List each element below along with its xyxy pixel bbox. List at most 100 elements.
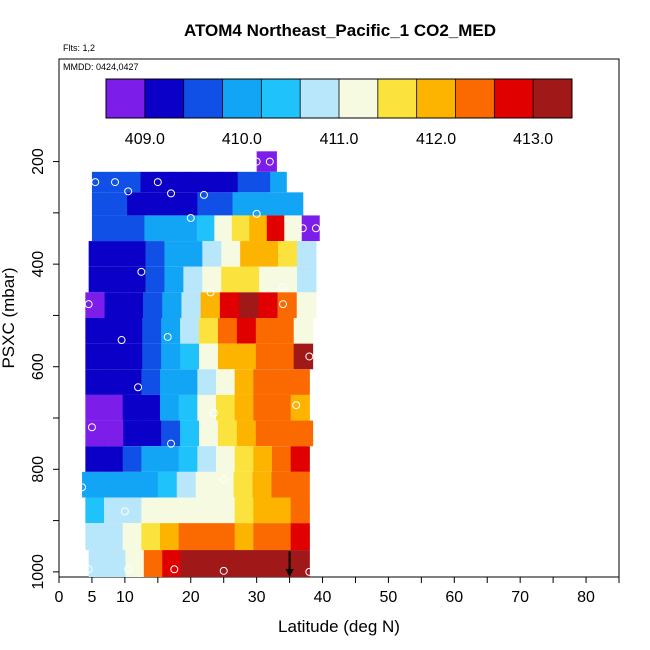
heatmap-cell (141, 497, 161, 524)
heatmap-cell (234, 394, 254, 421)
heatmap-cell (197, 394, 217, 421)
heatmap-cell (82, 471, 102, 498)
heatmap-cell (123, 420, 143, 447)
heatmap-cell (104, 523, 124, 551)
heatmap-cell (178, 497, 198, 524)
y-tick-label: 200 (30, 148, 47, 175)
heatmap-cell (161, 215, 180, 242)
heatmap-cell (202, 241, 222, 267)
heatmap-cell (293, 343, 314, 370)
sample-point (265, 157, 274, 166)
heatmap-cell (274, 318, 295, 344)
heatmap-cell (122, 523, 142, 551)
heatmap-cell (197, 369, 217, 395)
x-tick-label: 70 (511, 589, 529, 606)
heatmap-cell (122, 394, 142, 421)
heatmap-cell (161, 318, 181, 344)
x-tick-label: 0 (55, 589, 64, 606)
heatmap-cell (278, 266, 298, 293)
heatmap-cell (270, 171, 287, 193)
colorbar-tick-label: 412.0 (416, 131, 456, 148)
heatmap-cell (189, 171, 206, 193)
heatmap-cell (277, 292, 298, 318)
heatmap-cell (141, 369, 161, 395)
sample-point (91, 178, 100, 187)
heatmap-cell (199, 420, 219, 447)
heatmap-cell (216, 394, 236, 421)
x-axis-label: Latitude (deg N) (278, 617, 400, 636)
heatmap-cell (254, 550, 274, 577)
heatmap-cell (125, 550, 145, 577)
sample-point (84, 300, 93, 309)
heatmap-cell (290, 497, 310, 524)
heatmap-cell (179, 215, 198, 242)
x-axis: 0 5 10 20 30 40 50 60 70 80 (55, 577, 620, 606)
heatmap-cell (85, 523, 105, 551)
y-axis-label: PSXC (mbar) (0, 267, 18, 368)
heatmap-cell (252, 471, 272, 498)
heatmap-cell (178, 394, 198, 421)
heatmap-cell (255, 343, 276, 370)
heatmap-cell (104, 420, 124, 447)
heatmap-cell (290, 369, 310, 395)
heatmap-cell (85, 394, 105, 421)
heatmap-cell (239, 292, 259, 318)
heatmap-cell (160, 523, 180, 551)
heatmap-cell (195, 471, 216, 498)
sample-point (209, 408, 218, 417)
colorbar-swatch (494, 79, 534, 118)
heatmap-cell (196, 215, 215, 242)
heatmap-cell (236, 420, 257, 447)
heatmap-cell (271, 471, 291, 498)
heatmap-cell (157, 471, 178, 498)
heatmap-cell (178, 446, 198, 472)
heatmap-cell (107, 241, 128, 267)
heatmap-cell (180, 343, 200, 370)
heatmap-cell (156, 171, 174, 193)
sample-point (279, 283, 287, 292)
colorbar-swatch (533, 79, 573, 118)
heatmap-cell (104, 446, 124, 472)
colorbar-swatch (339, 79, 379, 118)
heatmap-cell (253, 369, 273, 395)
x-tick-label: 10 (116, 589, 134, 606)
heatmap-cell (255, 318, 276, 344)
heatmap-cell (85, 369, 105, 395)
heatmap-cell (199, 318, 219, 344)
colorbar-tick-label: 410.0 (222, 131, 262, 148)
heatmap-cell (253, 446, 273, 472)
heatmap-cell (253, 394, 273, 421)
x-tick-label: 50 (380, 589, 398, 606)
heatmap-cell (272, 497, 292, 524)
x-tick-label: 20 (182, 589, 200, 606)
sample-point (170, 565, 179, 574)
heatmap-cell (123, 292, 144, 318)
heatmap-cell (85, 446, 105, 472)
plot-frame (58, 58, 620, 578)
heatmap-cell (122, 446, 142, 472)
heatmap-cell (109, 215, 128, 242)
heatmap-cell (272, 446, 292, 472)
heatmap-cell (108, 171, 125, 193)
heatmap-cell (236, 343, 257, 370)
heatmap-cell (107, 550, 126, 577)
heatmap-cell (183, 241, 203, 267)
heatmap-cell (274, 343, 295, 370)
heatmap-cell (142, 318, 162, 344)
x-tick-label: 5 (87, 589, 96, 606)
heatmap-cell (197, 497, 217, 524)
sample-point (186, 213, 195, 222)
heatmap-cell (104, 369, 124, 395)
heatmap-cell (104, 497, 124, 524)
colorbar-tick-label: 409.0 (125, 131, 165, 148)
heatmap-cell (266, 215, 285, 242)
heatmap-cell (216, 369, 236, 395)
heatmap-cell (197, 446, 217, 472)
x-tick-label: 40 (314, 589, 332, 606)
sample-point (311, 224, 320, 233)
heatmap-cell (284, 215, 303, 242)
heatmap-cell (278, 241, 298, 267)
heatmap-cell (88, 550, 108, 577)
sample-point (252, 157, 261, 166)
